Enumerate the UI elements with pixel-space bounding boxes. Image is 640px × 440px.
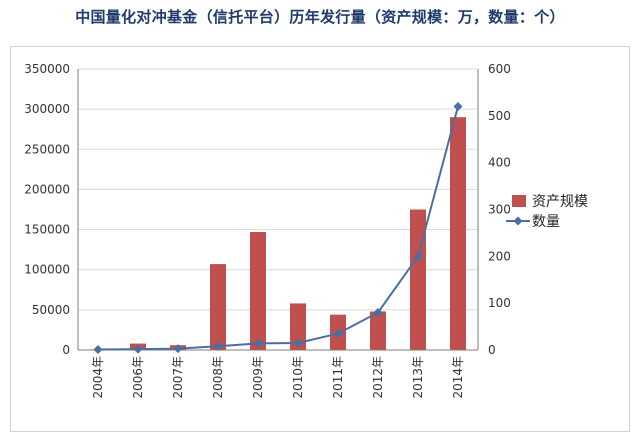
- x-tick-label: 2013年: [411, 356, 425, 399]
- line-point-2004年: [93, 345, 103, 355]
- x-tick-label: 2008年: [211, 356, 225, 399]
- y-left-tick-label: 0: [62, 343, 70, 357]
- line-point-2006年: [133, 344, 143, 354]
- y-right-tick-label: 600: [488, 62, 511, 76]
- y-left-tick-label: 50000: [32, 303, 70, 317]
- line-point-2011年: [333, 329, 343, 339]
- line-point-2009年: [253, 338, 263, 348]
- chart-frame: [10, 46, 630, 432]
- legend-label-line: 数量: [532, 214, 560, 230]
- y-left-tick-label: 250000: [24, 142, 70, 156]
- legend-label-bar: 资产规模: [532, 194, 588, 210]
- x-tick-label: 2007年: [171, 356, 185, 399]
- y-right-tick-label: 500: [488, 109, 511, 123]
- y-left-tick-label: 100000: [24, 263, 70, 277]
- y-right-tick-label: 0: [488, 343, 496, 357]
- x-tick-label: 2010年: [291, 356, 305, 399]
- y-right-tick-label: 400: [488, 156, 511, 170]
- x-tick-label: 2011年: [331, 356, 345, 399]
- bar-2014年: [450, 117, 466, 351]
- bar-2013年: [410, 209, 426, 350]
- line-series-数量: [97, 106, 459, 351]
- line-point-2010年: [293, 338, 303, 348]
- y-left-tick-label: 350000: [24, 62, 70, 76]
- y-left-tick-label: 200000: [24, 182, 70, 196]
- x-tick-label: 2012年: [371, 356, 385, 399]
- y-left-tick-label: 150000: [24, 223, 70, 237]
- x-tick-label: 2006年: [131, 356, 145, 399]
- legend-marker-line: [513, 216, 523, 226]
- line-point-2013年: [413, 251, 423, 261]
- bar-2009年: [250, 231, 266, 350]
- y-right-tick-label: 300: [488, 203, 511, 217]
- line-point-2007年: [173, 344, 183, 354]
- y-right-tick-label: 100: [488, 296, 511, 310]
- y-left-tick-label: 300000: [24, 102, 70, 116]
- line-point-2012年: [373, 308, 383, 318]
- bar-2012年: [370, 311, 386, 350]
- y-right-tick-label: 200: [488, 249, 511, 263]
- x-tick-label: 2004年: [91, 356, 105, 399]
- line-point-2008年: [213, 341, 223, 351]
- x-tick-label: 2014年: [451, 356, 465, 399]
- bar-2008年: [210, 264, 226, 350]
- x-tick-label: 2009年: [251, 356, 265, 399]
- bar-2010年: [290, 303, 306, 350]
- line-point-2014年: [453, 101, 463, 111]
- legend-swatch-bar: [512, 195, 526, 207]
- chart-title: 中国量化对冲基金（信托平台）历年发行量（资产规模：万，数量：个）: [75, 8, 565, 26]
